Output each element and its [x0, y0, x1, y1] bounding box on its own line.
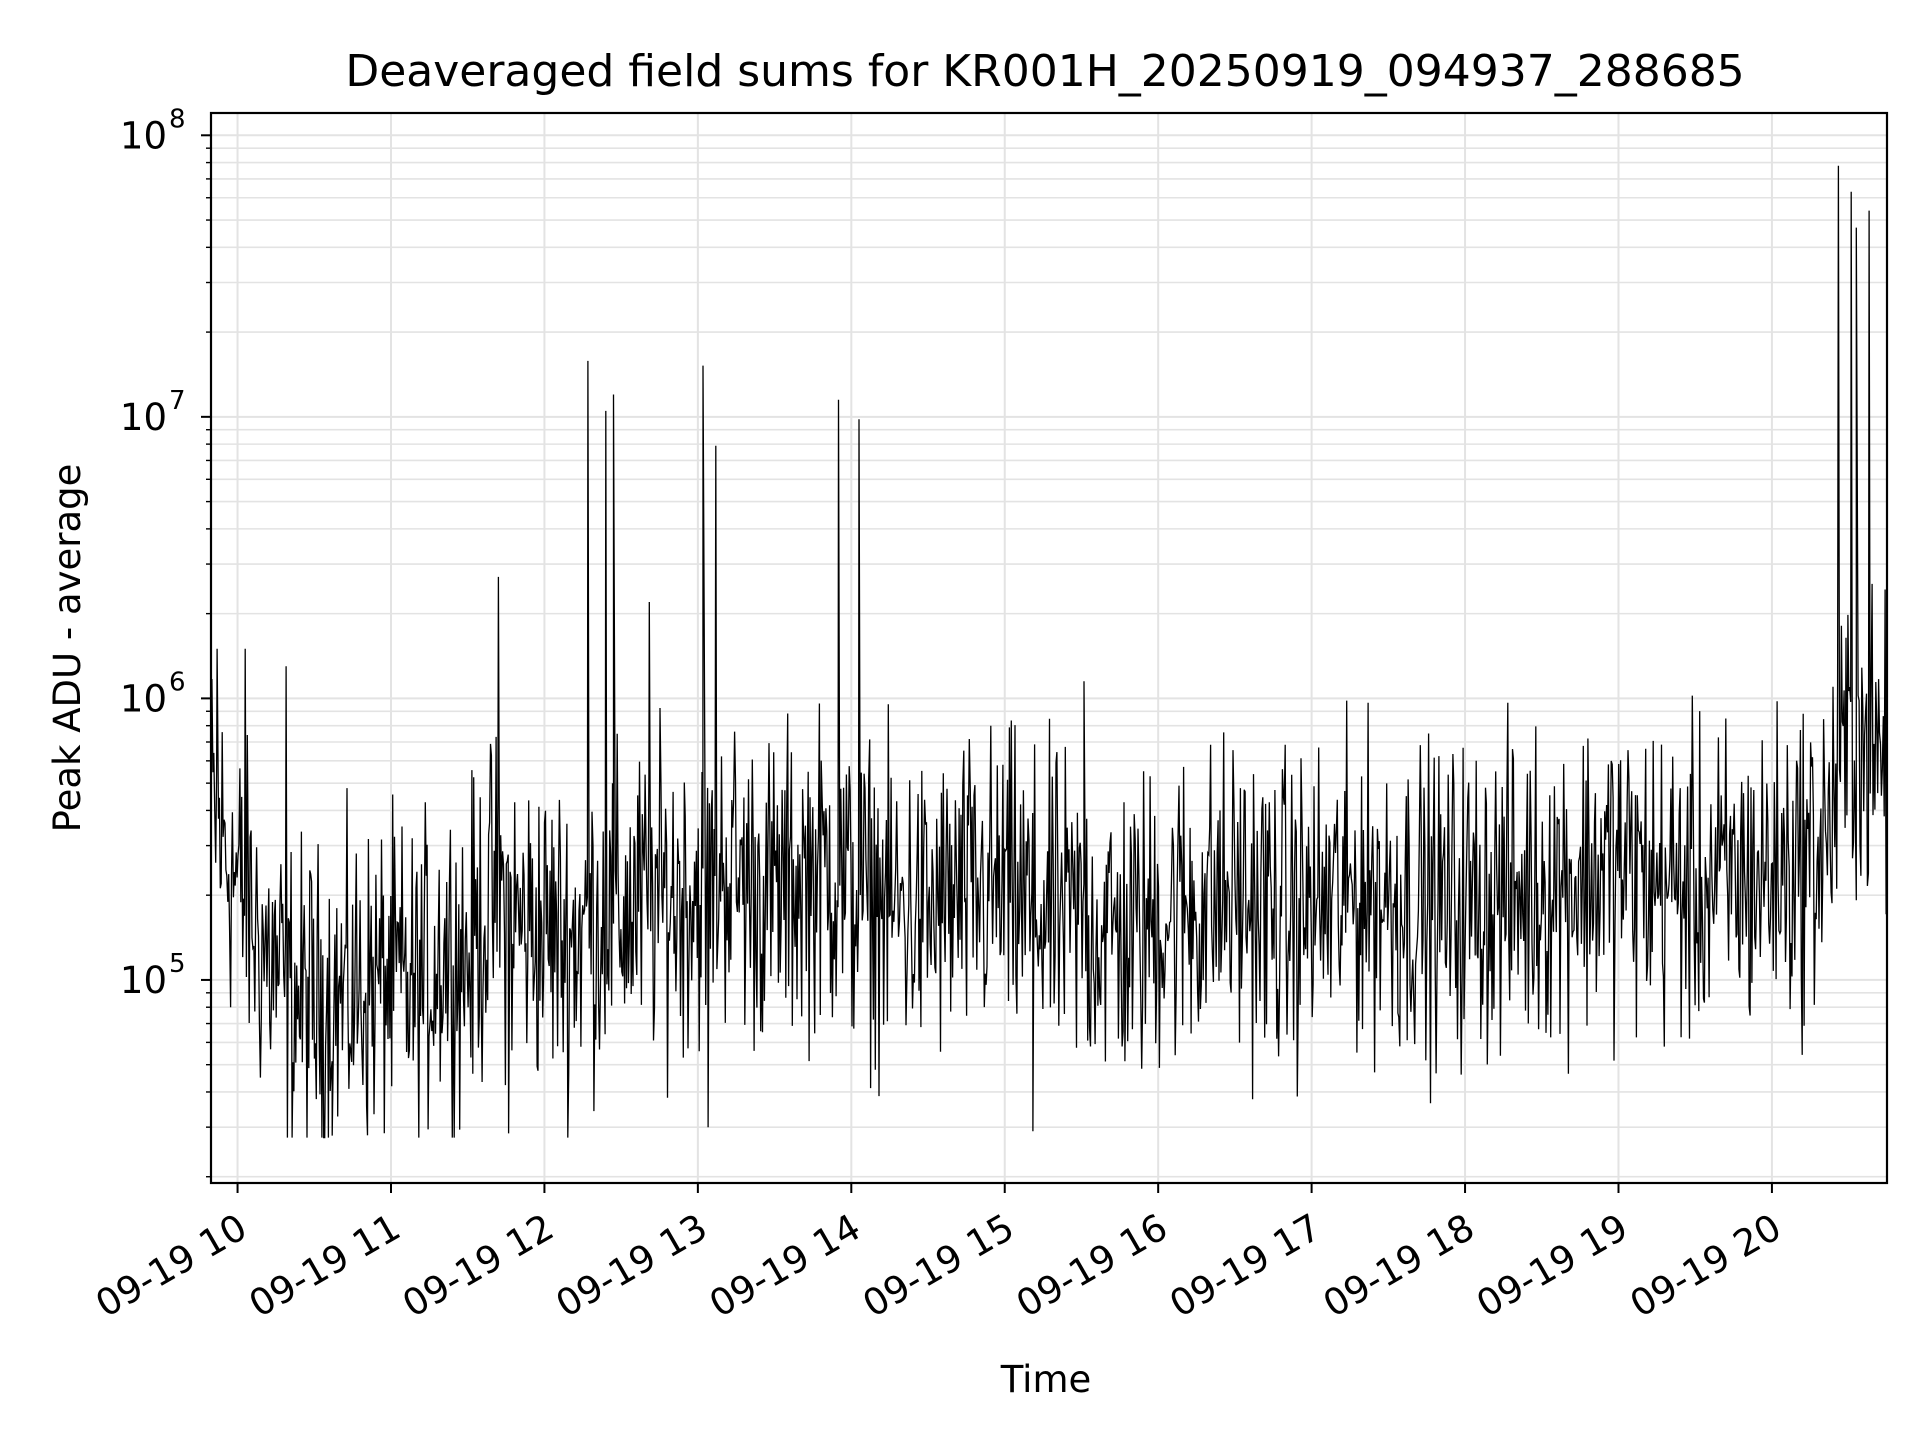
y-tick-label: 10	[120, 114, 167, 157]
chart-title: Deaveraged field sums for KR001H_2025091…	[345, 46, 1744, 97]
y-tick-exponent: 7	[169, 386, 186, 416]
y-axis-label: Peak ADU - average	[46, 464, 89, 833]
y-tick-exponent: 5	[169, 949, 186, 979]
y-tick-exponent: 6	[169, 667, 186, 697]
y-tick-label: 10	[120, 396, 167, 439]
series-layer	[210, 165, 1888, 1139]
y-tick-exponent: 8	[169, 104, 186, 134]
plot-frame	[209, 111, 1889, 1185]
series-line	[210, 165, 1888, 1139]
y-tick-label: 10	[120, 959, 167, 1002]
y-tick-label: 10	[120, 677, 167, 720]
x-axis-label: Time	[1000, 1358, 1092, 1401]
